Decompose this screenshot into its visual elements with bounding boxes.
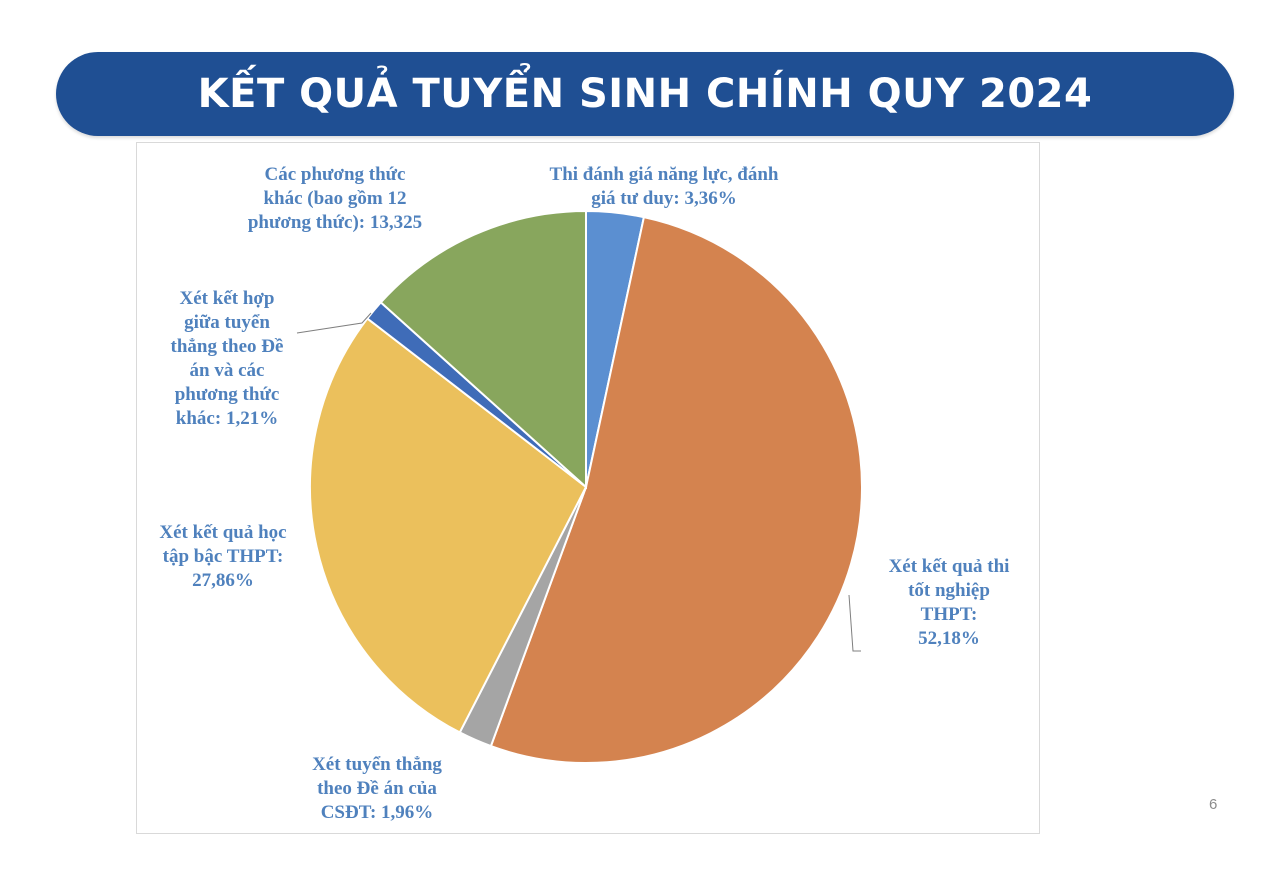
slide-title: KẾT QUẢ TUYỂN SINH CHÍNH QUY 2024 xyxy=(197,71,1093,117)
pie-chart-area: Thi đánh giá năng lực, đánh giá tư duy: … xyxy=(136,142,1040,834)
leader-line-ket-hop xyxy=(296,312,372,334)
pie-slice-3 xyxy=(309,317,588,734)
data-label-ket-hop: Xét kết hợp giữa tuyển thẳng theo Đề án … xyxy=(170,288,284,429)
data-label-danh-gia-nang-luc: Thi đánh giá năng lực, đánh giá tư duy: … xyxy=(549,164,779,209)
title-banner: KẾT QUẢ TUYỂN SINH CHÍNH QUY 2024 xyxy=(56,52,1234,136)
data-label-tuyen-thang: Xét tuyển thẳng theo Đề án của CSĐT: 1,9… xyxy=(312,754,442,823)
page-number: 6 xyxy=(1209,796,1218,813)
data-label-phuong-thuc-khac: Các phương thức khác (bao gồm 12 phương … xyxy=(247,164,423,233)
data-label-tot-nghiep: Xét kết quả thi tốt nghiệp THPT: 52,18% xyxy=(888,556,1010,649)
pie-chart xyxy=(296,209,863,764)
data-label-hoc-tap: Xét kết quả học tập bậc THPT: 27,86% xyxy=(159,522,287,591)
pie-slice-5 xyxy=(379,209,587,490)
leader-line-tot-nghiep xyxy=(848,594,861,652)
pie-slice-1 xyxy=(489,215,863,764)
